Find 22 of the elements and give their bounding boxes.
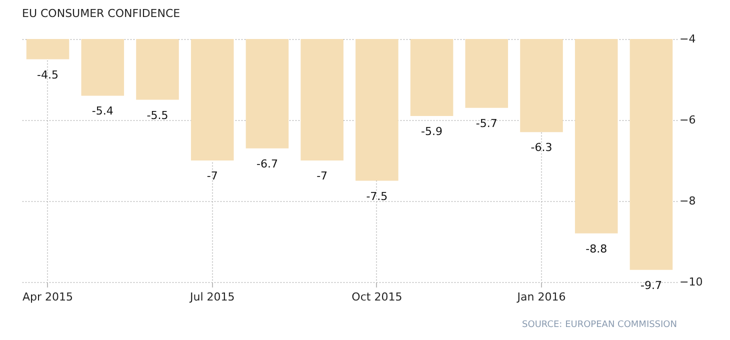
data-label: -7 [206, 170, 218, 182]
data-label: -6.7 [256, 157, 278, 170]
data-label: -4.5 [37, 68, 59, 82]
y-tick-label: −8 [680, 194, 696, 208]
y-tick-label: −4 [680, 32, 696, 46]
x-tick-label: Oct 2015 [352, 290, 402, 304]
data-label: -8.8 [586, 242, 608, 256]
data-label: -6.3 [530, 141, 552, 154]
y-tick-label: −6 [680, 114, 696, 126]
data-label: -5.7 [476, 116, 498, 130]
data-label: -7 [316, 170, 328, 182]
x-tick-label: Jul 2015 [188, 290, 235, 304]
data-label: -5.5 [146, 108, 168, 122]
chart-title: EU CONSUMER CONFIDENCE [22, 7, 180, 20]
data-label: -7.5 [366, 190, 388, 203]
data-label: -9.7 [640, 278, 662, 292]
source-note: SOURCE: EUROPEAN COMMISSION [522, 320, 677, 330]
x-tick-label: Jan 2016 [516, 290, 566, 304]
y-tick-label: −10 [680, 276, 703, 288]
x-tick-label: Apr 2015 [22, 290, 74, 304]
data-label: -5.4 [92, 104, 114, 118]
data-label: -5.9 [421, 124, 443, 138]
